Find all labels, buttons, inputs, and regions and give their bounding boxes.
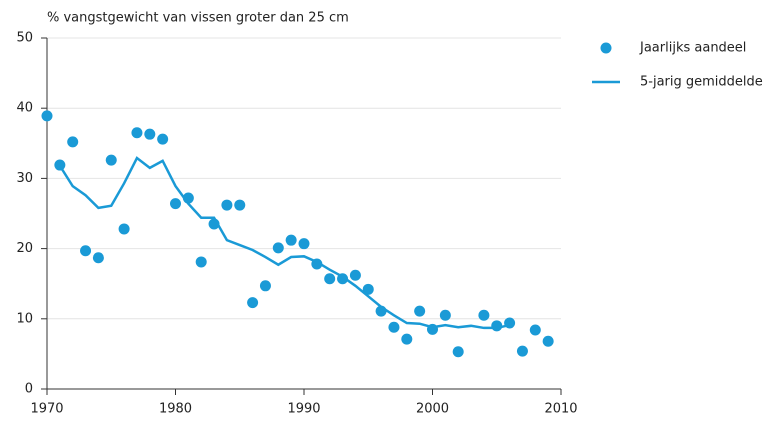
point [542, 335, 554, 347]
y-tick-label: 20 [16, 241, 33, 256]
x-tick-label: 1990 [287, 402, 320, 417]
point [285, 234, 297, 246]
point [247, 297, 259, 309]
point [529, 324, 541, 336]
point [439, 309, 451, 321]
point [234, 199, 246, 211]
point [272, 242, 284, 254]
point [118, 223, 130, 235]
point [401, 333, 413, 345]
point [195, 256, 207, 268]
point [131, 127, 143, 139]
legend-label: 5-jarig gemiddelde [640, 75, 763, 90]
point [92, 252, 104, 264]
point [144, 128, 156, 140]
y-tick-label: 40 [16, 101, 33, 116]
x-tick-label: 2000 [416, 402, 449, 417]
point [41, 110, 53, 122]
chart-title: % vangstgewicht van vissen groter dan 25… [47, 11, 349, 26]
trend-line [58, 156, 510, 330]
point [157, 133, 169, 145]
point [105, 154, 117, 166]
x-tick-label: 1980 [159, 402, 192, 417]
point [54, 159, 66, 171]
point [221, 199, 233, 211]
y-tick-label: 30 [16, 171, 33, 186]
legend-marker [600, 42, 612, 54]
point [516, 345, 528, 357]
point [349, 269, 361, 281]
legend-label: Jaarlijks aandeel [639, 41, 746, 56]
point [452, 346, 464, 358]
x-tick-label: 1970 [30, 402, 63, 417]
point [388, 321, 400, 333]
point [362, 283, 374, 295]
point [80, 245, 92, 257]
y-tick-label: 10 [16, 311, 33, 326]
y-tick-label: 50 [16, 31, 33, 46]
point [478, 309, 490, 321]
point [414, 305, 426, 317]
point [67, 136, 79, 148]
y-tick-label: 0 [25, 382, 33, 397]
point [324, 273, 336, 285]
point [259, 280, 271, 292]
x-tick-label: 2010 [544, 402, 577, 417]
point [170, 198, 181, 210]
point [298, 238, 310, 250]
